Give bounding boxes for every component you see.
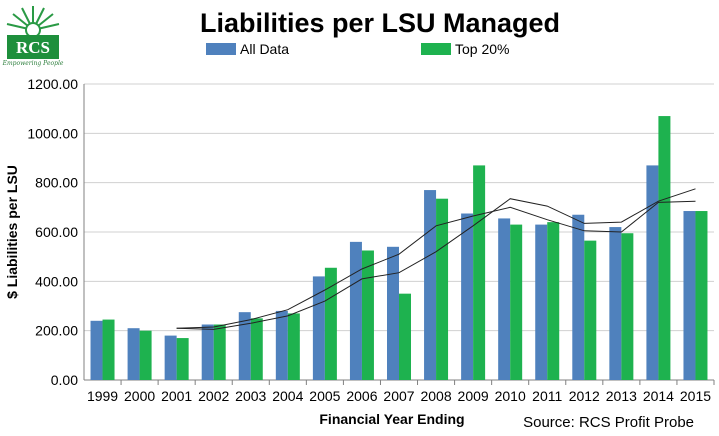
bar-top-20-2001 (176, 338, 189, 380)
bar-top-20-2007 (399, 293, 411, 380)
source-note: Source: RCS Profit Probe (523, 414, 694, 431)
bar-all-data-2009 (461, 213, 474, 380)
bar-all-data-2015 (683, 211, 696, 380)
bar-top-20-2006 (361, 250, 374, 380)
trendline-2 (176, 200, 696, 329)
legend-label-1: All Data (240, 41, 289, 57)
bar-top-20-2014 (658, 116, 671, 381)
legend-swatch-1 (206, 43, 236, 55)
bar-all-data-2003 (238, 312, 251, 380)
bar-all-data-2002 (201, 324, 214, 380)
bar-top-20-2011 (547, 222, 560, 380)
logo-text: RCS (16, 38, 50, 57)
logo-tagline: Empowering People (2, 60, 64, 67)
y-tick-label: 800.00 (35, 175, 78, 191)
bar-all-data-2000 (127, 328, 140, 380)
bar-all-data-2012 (572, 214, 585, 380)
bar-top-20-2013 (621, 233, 634, 380)
bar-all-data-2013 (609, 227, 622, 380)
x-tick-label: 2008 (420, 388, 451, 404)
y-tick-label: 0.00 (51, 372, 78, 388)
bar-top-20-2004 (287, 313, 300, 380)
x-tick-label: 2004 (272, 388, 303, 404)
x-tick-label: 2015 (680, 388, 711, 404)
bar-top-20-2003 (250, 318, 263, 380)
x-tick-label: 2005 (309, 388, 340, 404)
x-tick-label: 2006 (346, 388, 377, 404)
bar-all-data-2007 (387, 246, 399, 380)
bar-top-20-1999 (102, 319, 115, 380)
bar-all-data-2004 (275, 310, 288, 380)
x-tick-label: 2012 (569, 388, 600, 404)
rcs-logo: RCS (2, 2, 64, 72)
x-tick-label: 2009 (458, 388, 489, 404)
y-axis-title: $ Liabilities per LSU (4, 165, 20, 299)
x-tick-label: 2013 (606, 388, 637, 404)
legend-label-2: Top 20% (455, 41, 509, 57)
chart-title: Liabilities per LSU Managed (200, 8, 560, 38)
y-tick-label: 1000.00 (27, 125, 78, 141)
bar-all-data-2010 (498, 218, 511, 380)
bar-all-data-2014 (646, 165, 659, 380)
y-tick-label: 400.00 (35, 273, 78, 289)
x-tick-label: 2007 (383, 388, 414, 404)
x-tick-label: 2000 (124, 388, 155, 404)
x-tick-label: 2001 (161, 388, 192, 404)
x-tick-label: 2010 (495, 388, 526, 404)
bar-top-20-2002 (213, 324, 226, 380)
x-axis-title: Financial Year Ending (319, 411, 464, 427)
bar-all-data-2008 (424, 190, 437, 380)
bar-top-20-2009 (473, 165, 486, 380)
y-tick-label: 600.00 (35, 224, 78, 240)
bar-top-20-2015 (695, 211, 708, 380)
bar-top-20-2012 (584, 240, 597, 380)
bar-top-20-2010 (510, 224, 523, 380)
trendline-1 (176, 188, 696, 330)
x-tick-label: 2011 (532, 388, 562, 404)
bar-top-20-2008 (436, 198, 449, 380)
bar-all-data-2001 (164, 335, 177, 380)
legend-swatch-2 (421, 43, 451, 55)
bar-top-20-2000 (139, 330, 152, 380)
bar-all-data-1999 (90, 320, 103, 380)
bar-all-data-2005 (312, 276, 325, 380)
x-tick-label: 2014 (643, 388, 674, 404)
y-tick-label: 200.00 (35, 323, 78, 339)
bar-all-data-2011 (535, 224, 548, 380)
y-tick-label: 1200.00 (27, 76, 78, 92)
bar-all-data-2006 (349, 241, 362, 380)
x-tick-label: 2003 (235, 388, 266, 404)
x-tick-label: 1999 (87, 388, 118, 404)
x-tick-label: 2002 (198, 388, 229, 404)
